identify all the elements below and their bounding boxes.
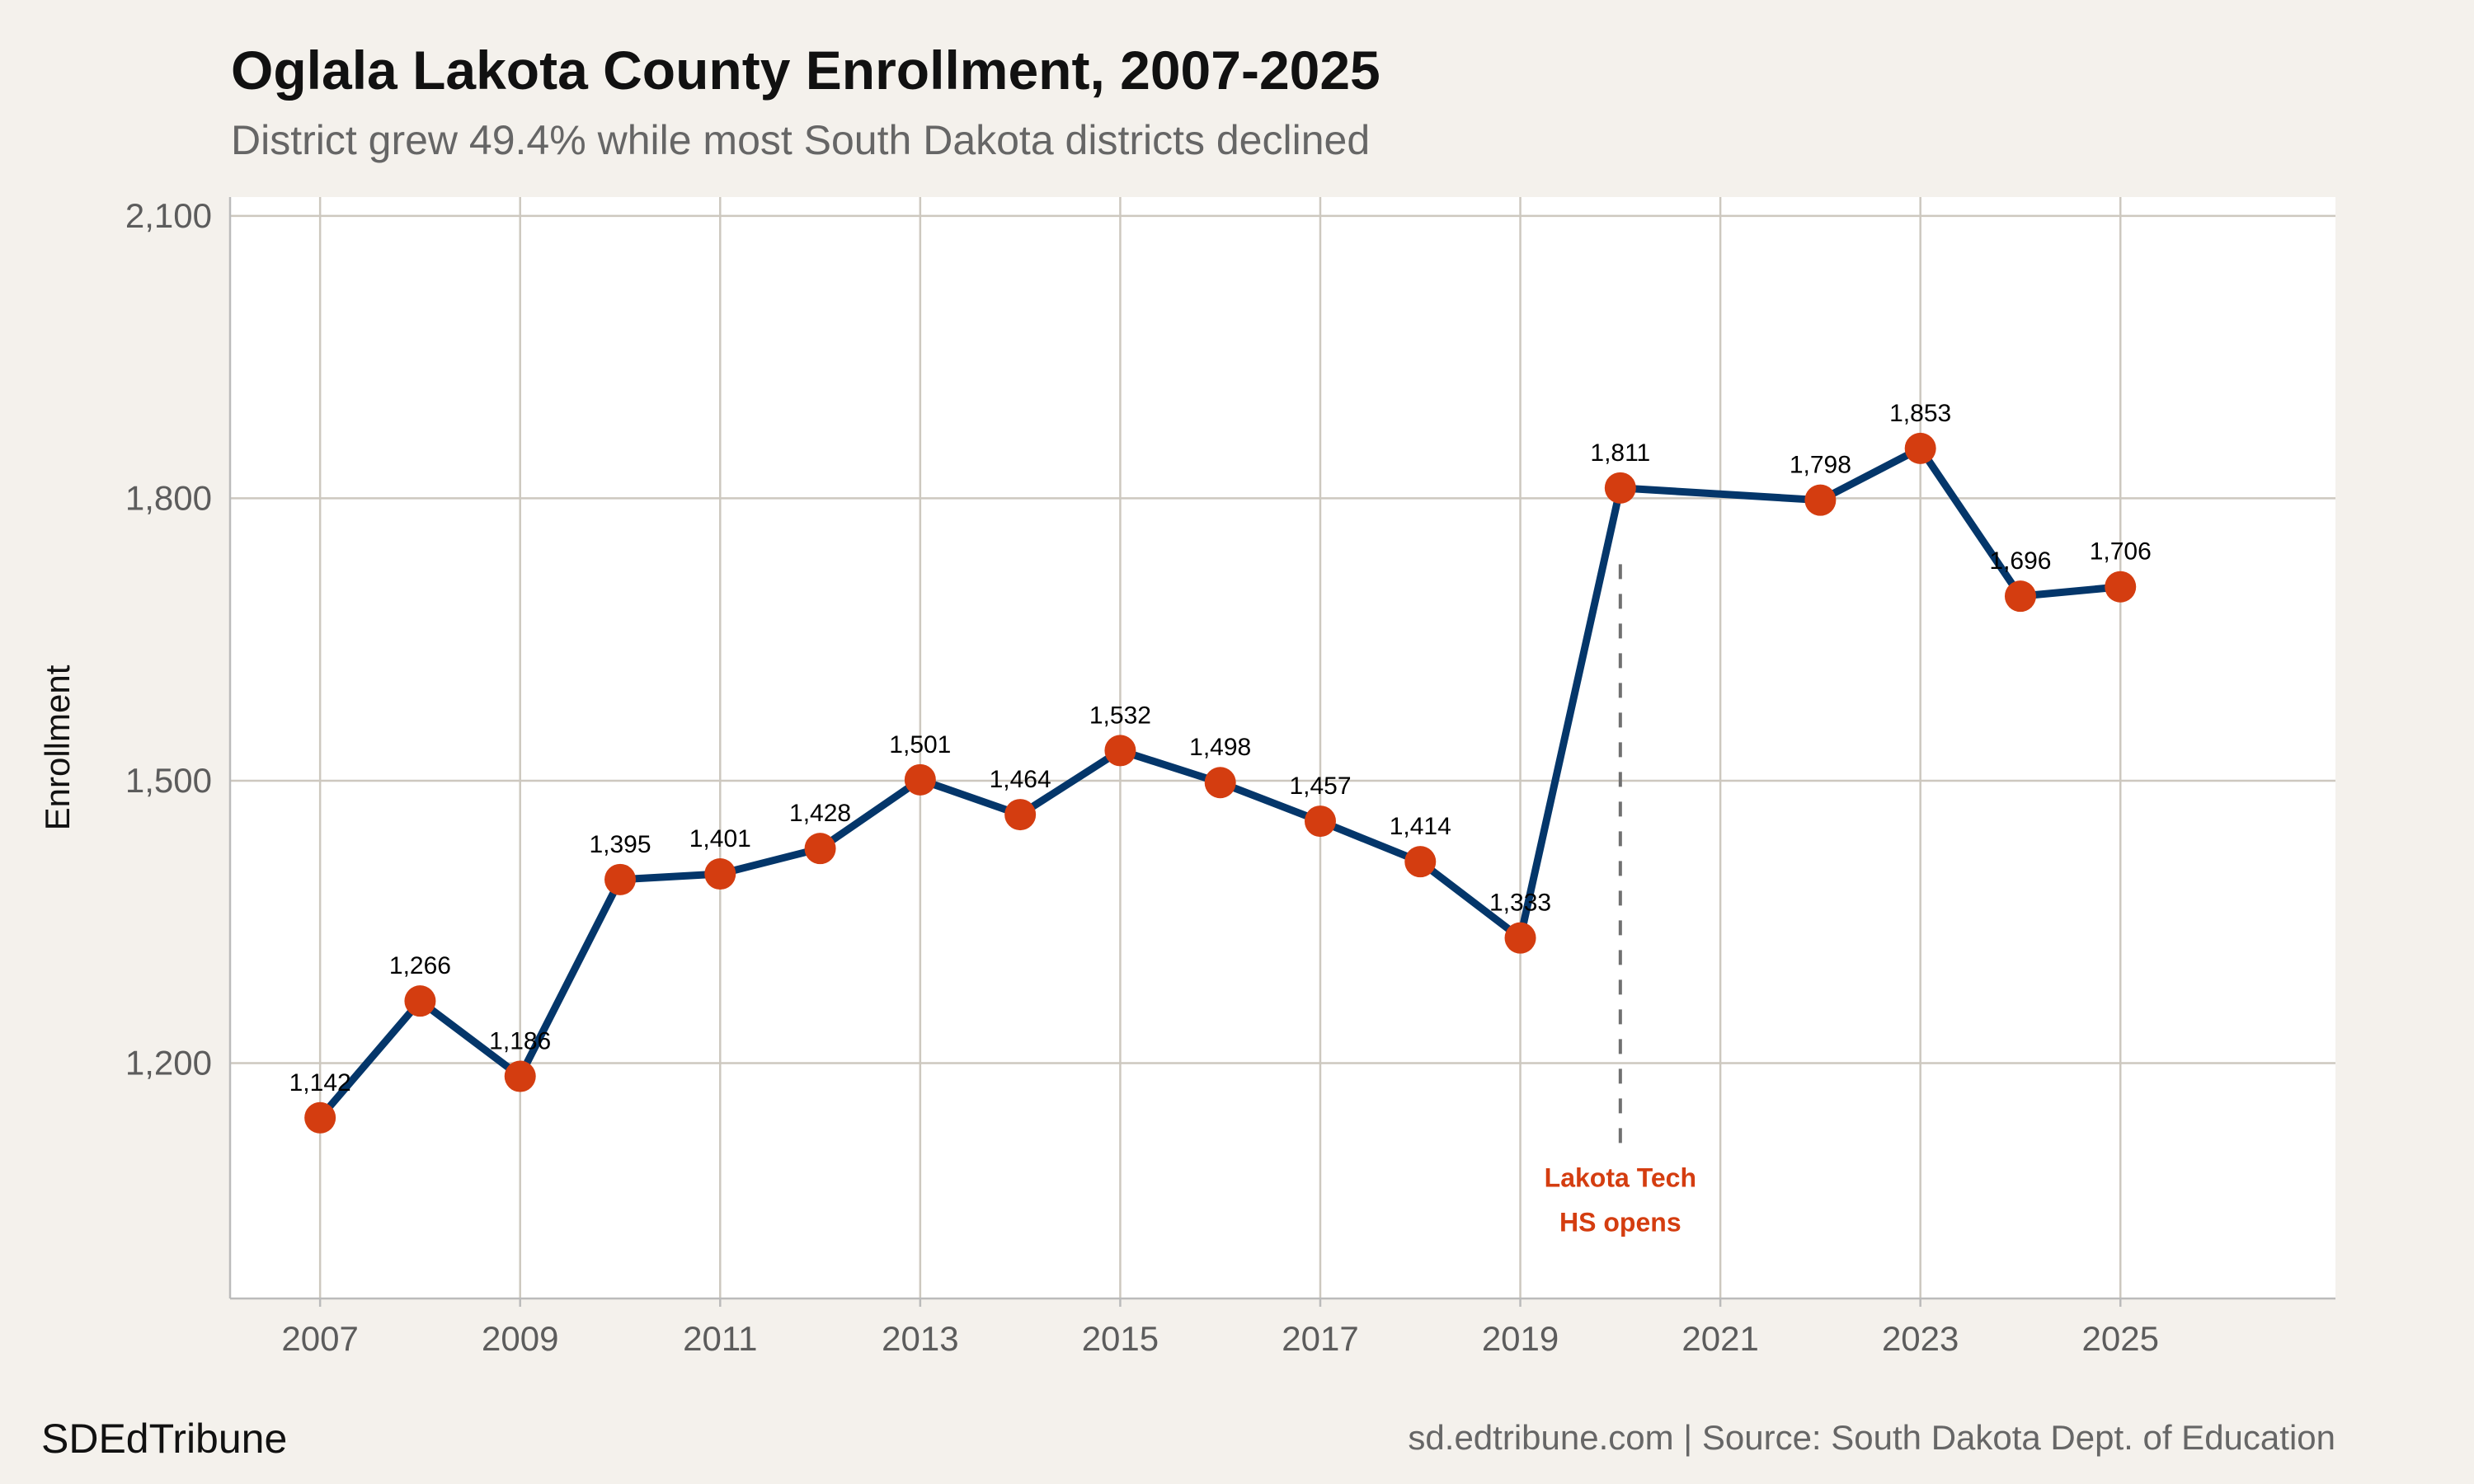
data-point: [2004, 580, 2036, 613]
x-tick-label: 2019: [1482, 1319, 1559, 1358]
data-label: 1,811: [1590, 439, 1650, 467]
data-label: 1,428: [789, 800, 851, 827]
data-point: [2105, 571, 2137, 603]
data-label: 1,266: [389, 952, 451, 979]
data-label: 1,395: [589, 831, 651, 858]
y-tick-label: 2,100: [125, 196, 212, 235]
x-tick-label: 2007: [281, 1319, 358, 1358]
annotation-text-line2: HS opens: [1559, 1208, 1681, 1237]
chart-title: Oglala Lakota County Enrollment, 2007-20…: [231, 40, 1380, 101]
chart-subtitle: District grew 49.4% while most South Dak…: [231, 117, 1370, 163]
y-tick-label: 1,800: [125, 478, 212, 517]
x-tick-label: 2015: [1082, 1319, 1159, 1358]
data-point: [304, 1101, 336, 1134]
x-tick-label: 2017: [1282, 1319, 1358, 1358]
data-label: 1,853: [1889, 400, 1951, 427]
data-label: 1,333: [1489, 890, 1551, 917]
tick-labels: 1,200 1,500 1,800 2,100 2007 2009 2011 2013 2015…: [125, 196, 2159, 1358]
data-point: [804, 833, 836, 865]
y-tick-label: 1,500: [125, 761, 212, 800]
data-label: 1,142: [289, 1069, 351, 1097]
data-label: 1,401: [689, 825, 751, 852]
annotation: Lakota Tech HS opens: [1545, 564, 1696, 1237]
gridlines: [230, 197, 2335, 1298]
data-label: 1,457: [1289, 773, 1351, 800]
x-tick-label: 2023: [1882, 1319, 1959, 1358]
footer-source: sd.edtribune.com | Source: South Dakota …: [1408, 1418, 2335, 1457]
data-label: 1,706: [2090, 538, 2152, 566]
data-point: [1604, 472, 1636, 504]
plot-panel: [230, 197, 2335, 1298]
data-point: [1204, 767, 1236, 799]
data-label: 1,464: [990, 766, 1051, 793]
data-label: 1,501: [889, 731, 951, 758]
data-point: [1404, 846, 1437, 878]
series-enrollment: 1,142 1,266 1,186 1,395 1,401 1,428 1,501 1,464…: [289, 400, 2152, 1134]
data-label: 1,414: [1390, 813, 1451, 840]
y-tick-label: 1,200: [125, 1044, 212, 1082]
data-point: [604, 863, 637, 895]
data-point: [1304, 805, 1336, 838]
data-label: 1,498: [1189, 734, 1251, 761]
data-point: [1104, 735, 1136, 767]
data-label: 1,186: [489, 1028, 551, 1055]
data-label: 1,798: [1790, 452, 1851, 479]
x-tick-label: 2009: [482, 1319, 558, 1358]
annotation-text-line1: Lakota Tech: [1545, 1163, 1696, 1193]
x-tick-label: 2021: [1681, 1319, 1758, 1358]
x-tick-label: 2025: [2082, 1319, 2159, 1358]
series-line: [317, 444, 2121, 1120]
data-label: 1,532: [1089, 702, 1151, 729]
data-point: [1004, 799, 1037, 831]
x-tick-label: 2013: [882, 1319, 958, 1358]
data-point: [1504, 922, 1536, 954]
data-point: [504, 1060, 536, 1092]
y-axis-title: Enrollment: [38, 665, 77, 830]
data-point: [1904, 432, 1936, 464]
data-point: [904, 763, 936, 796]
footer-brand: SDEdTribune: [41, 1416, 287, 1462]
data-point: [404, 985, 436, 1017]
data-point: [704, 858, 736, 890]
data-point: [1804, 484, 1837, 516]
data-label: 1,696: [1989, 547, 2051, 575]
x-tick-label: 2011: [683, 1319, 757, 1358]
